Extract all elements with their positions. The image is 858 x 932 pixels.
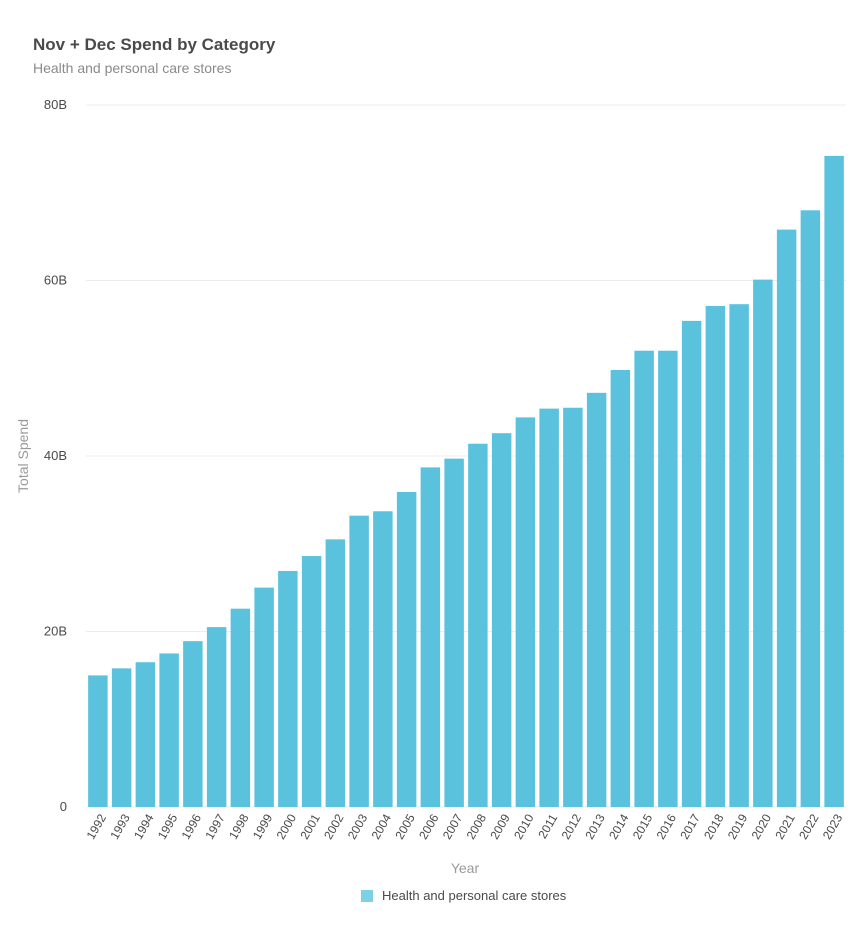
y-tick-label: 60B: [44, 273, 67, 288]
chart-subtitle: Health and personal care stores: [33, 60, 232, 76]
bar-2010[interactable]: [515, 417, 536, 807]
x-tick-label: 1993: [107, 811, 133, 841]
x-tick-label: 2011: [535, 811, 560, 841]
bar-2000[interactable]: [278, 570, 298, 807]
x-tick-label: 2008: [464, 811, 490, 841]
bar-2003[interactable]: [349, 515, 369, 807]
x-axis-title: Year: [451, 860, 480, 876]
bar-2008[interactable]: [468, 443, 488, 807]
x-tick-label: 2005: [392, 811, 418, 841]
chart-title: Nov + Dec Spend by Category: [33, 35, 276, 54]
bar-1995[interactable]: [159, 653, 179, 807]
bar-2001[interactable]: [301, 556, 322, 807]
x-tick-label: 2009: [487, 811, 513, 841]
x-tick-label: 2013: [582, 811, 608, 841]
x-tick-label: 2022: [796, 811, 822, 841]
x-tick-label: 2014: [606, 811, 632, 841]
bar-2007[interactable]: [444, 458, 464, 807]
bar-1993[interactable]: [111, 668, 132, 807]
x-tick-label: 1994: [131, 811, 157, 841]
bar-2019[interactable]: [729, 304, 749, 807]
bar-1992[interactable]: [88, 675, 108, 807]
bar-1997[interactable]: [206, 627, 227, 807]
bar-1998[interactable]: [230, 608, 251, 807]
bar-2016[interactable]: [658, 350, 678, 807]
x-tick-label: 2023: [820, 811, 846, 841]
x-axis-ticks: 1992199319941995199619971998199920002001…: [84, 811, 846, 841]
bar-2023[interactable]: [824, 155, 844, 807]
x-tick-label: 1997: [202, 811, 228, 841]
x-tick-label: 1996: [179, 811, 205, 841]
y-tick-label: 0: [60, 799, 67, 814]
x-tick-label: 2002: [321, 811, 347, 841]
y-axis-title: Total Spend: [15, 419, 31, 493]
bar-1999[interactable]: [254, 587, 274, 807]
bar-2011[interactable]: [539, 408, 559, 807]
bar-2015[interactable]: [634, 350, 654, 807]
bar-2006[interactable]: [420, 467, 441, 807]
x-tick-label: 2021: [772, 811, 798, 841]
x-tick-label: 2007: [440, 811, 466, 841]
x-tick-label: 1999: [250, 811, 276, 841]
bar-1994[interactable]: [135, 662, 156, 807]
x-tick-label: 2003: [345, 811, 371, 841]
bar-2004[interactable]: [373, 511, 393, 807]
x-tick-label: 2000: [274, 811, 300, 841]
x-tick-label: 2012: [559, 811, 585, 841]
bar-1996[interactable]: [183, 641, 203, 807]
bar-2002[interactable]: [325, 539, 346, 807]
legend-label: Health and personal care stores: [382, 888, 567, 903]
bar-2005[interactable]: [396, 491, 417, 807]
bar-2017[interactable]: [681, 320, 702, 807]
x-tick-label: 2001: [297, 811, 323, 841]
bar-2014[interactable]: [610, 370, 631, 807]
x-tick-label: 2006: [416, 811, 442, 841]
x-tick-label: 1998: [226, 811, 252, 841]
bar-2013[interactable]: [586, 392, 607, 807]
x-tick-label: 2016: [654, 811, 680, 841]
x-tick-label: 2019: [725, 811, 751, 841]
bar-2020[interactable]: [753, 279, 773, 807]
bar-2018[interactable]: [705, 305, 726, 807]
x-tick-label: 1995: [155, 811, 181, 841]
y-tick-label: 80B: [44, 97, 67, 112]
x-tick-label: 1992: [84, 811, 110, 841]
bar-2009[interactable]: [491, 433, 512, 807]
y-tick-label: 20B: [44, 624, 67, 639]
y-tick-label: 40B: [44, 448, 67, 463]
x-tick-label: 2004: [369, 811, 395, 841]
x-tick-label: 2010: [511, 811, 537, 841]
legend-swatch: [361, 890, 373, 902]
x-tick-label: 2017: [677, 811, 703, 841]
x-tick-label: 2015: [630, 811, 656, 841]
bar-2021[interactable]: [776, 229, 797, 808]
bar-2012[interactable]: [563, 407, 583, 807]
legend[interactable]: Health and personal care stores: [361, 888, 567, 903]
x-tick-label: 2018: [701, 811, 727, 841]
bar-2022[interactable]: [800, 210, 821, 808]
y-axis-ticks: 0 20B 40B 60B 80B: [44, 97, 67, 814]
x-tick-label: 2020: [749, 811, 775, 841]
bars: [88, 155, 844, 808]
